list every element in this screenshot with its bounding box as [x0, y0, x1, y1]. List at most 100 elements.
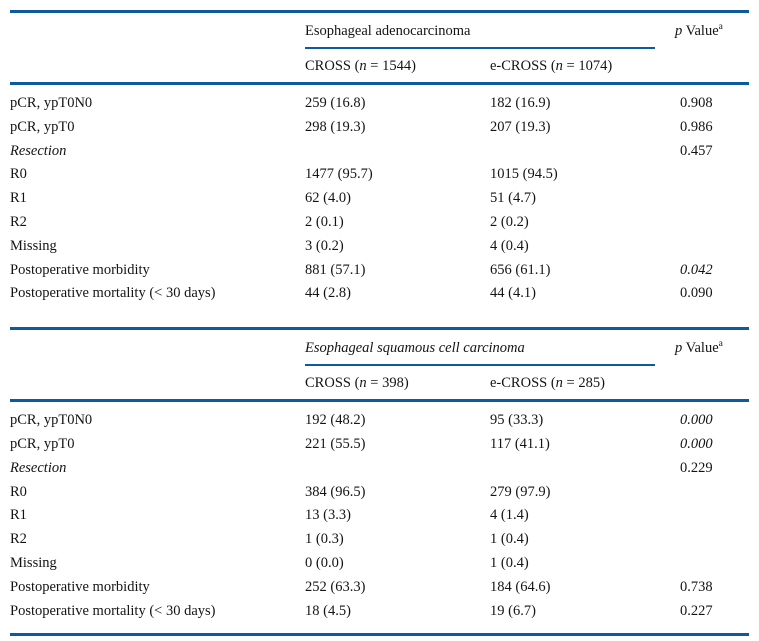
table-row: Postoperative mortality (< 30 days) 18 (4…: [10, 600, 749, 635]
table-row: R2 1 (0.3) 1 (0.4): [10, 528, 749, 552]
p-value: [675, 235, 749, 259]
empty-cell: [675, 366, 750, 403]
cross-value: 2 (0.1): [305, 213, 344, 230]
p-value: 0.986: [680, 118, 713, 135]
table-row: R0 384 (96.5) 279 (97.9): [10, 481, 749, 505]
ecross-value: 4 (0.4): [490, 237, 529, 254]
col-header-text: CROSS (: [305, 375, 360, 392]
empty-cell: [675, 49, 749, 85]
group-header: Esophageal squamous cell carcinoma: [305, 340, 525, 357]
p-value-column-header: p Valuea: [675, 12, 749, 50]
group-header-row: Esophageal squamous cell carcinoma p Val…: [10, 329, 749, 367]
column-header-cross: CROSS (n = 398): [305, 366, 490, 403]
row-label: R1: [10, 190, 27, 207]
row-label: Resection: [10, 459, 67, 476]
col-header-text: = 1544): [366, 58, 416, 74]
col-header-text: = 285): [562, 375, 605, 392]
row-label: Postoperative morbidity: [10, 261, 150, 278]
column-header-row: CROSS (n = 398) e-CROSS (n = 285): [10, 366, 750, 403]
cross-value: 192 (48.2): [305, 412, 366, 429]
group-header: Esophageal adenocarcinoma: [305, 23, 471, 39]
table-header: Esophageal squamous cell carcinoma p Val…: [10, 329, 750, 403]
column-header-ecross: e-CROSS (n = 285): [490, 366, 676, 403]
p-value: 0.000: [680, 412, 713, 429]
cross-value: 259 (16.8): [305, 95, 366, 111]
ecross-value: 1 (0.4): [490, 531, 529, 548]
ecross-value: 2 (0.2): [490, 213, 529, 230]
adenocarcinoma-results-table: Esophageal adenocarcinoma p Valuea CROSS…: [10, 10, 749, 316]
p-symbol: p: [675, 23, 683, 39]
row-label: Missing: [10, 237, 57, 254]
table-row: pCR, ypT0 221 (55.5) 117 (41.1) 0.000: [10, 433, 749, 457]
group-header-cell: Esophageal adenocarcinoma: [305, 12, 675, 49]
ecross-value: [490, 140, 675, 164]
cross-value: 1477 (95.7): [305, 166, 373, 183]
p-value-column-header: p Valuea: [675, 329, 749, 367]
cross-value: 384 (96.5): [305, 483, 366, 500]
cross-value: 1 (0.3): [305, 531, 344, 548]
ecross-value: 207 (19.3): [490, 118, 551, 135]
empty-cell: [10, 329, 305, 367]
cross-value: 44 (2.8): [305, 285, 351, 302]
p-value: [675, 504, 749, 528]
p-value: 0.908: [680, 95, 713, 111]
ecross-value: 4 (1.4): [490, 507, 529, 524]
ecross-value: [490, 457, 675, 481]
table-row: Postoperative morbidity 252 (63.3) 184 (64…: [10, 576, 749, 600]
cross-value: 62 (4.0): [305, 190, 351, 207]
p-value: [675, 163, 749, 187]
p-value: [675, 187, 749, 211]
p-value: 0.457: [680, 142, 713, 159]
table-row: Missing 3 (0.2) 4 (0.4): [10, 235, 749, 259]
cross-value: [305, 457, 490, 481]
empty-cell: [10, 366, 305, 403]
cross-value: 298 (19.3): [305, 118, 366, 135]
col-header-text: CROSS (: [305, 58, 360, 74]
table-row: pCR, ypT0 298 (19.3) 207 (19.3) 0.986: [10, 116, 749, 140]
p-value: 0.229: [680, 459, 713, 476]
column-header-cross: CROSS (n = 1544): [305, 49, 490, 85]
col-header-text: = 398): [366, 375, 409, 392]
cross-value: 18 (4.5): [305, 602, 351, 619]
p-value: 0.227: [680, 602, 713, 619]
ecross-value: 19 (6.7): [490, 602, 536, 619]
row-label: R1: [10, 507, 27, 524]
table-row: Resection 0.457: [10, 140, 749, 164]
col-header-text: = 1074): [562, 58, 613, 74]
p-value: 0.090: [680, 285, 713, 302]
row-label: Postoperative mortality (< 30 days): [10, 285, 216, 302]
ecross-value: 184 (64.6): [490, 578, 551, 595]
ecross-value: 182 (16.9): [490, 95, 551, 111]
ecross-value: 44 (4.1): [490, 285, 536, 302]
table-row: R2 2 (0.1) 2 (0.2): [10, 211, 749, 235]
ecross-value: 1 (0.4): [490, 554, 529, 571]
p-value: [675, 552, 749, 576]
column-header-row: CROSS (n = 1544) e-CROSS (n = 1074): [10, 49, 749, 85]
row-label: R2: [10, 213, 27, 230]
ecross-value: 51 (4.7): [490, 190, 536, 207]
n-symbol: n: [359, 375, 367, 392]
ecross-value: 656 (61.1): [490, 261, 551, 278]
n-symbol: n: [359, 58, 367, 74]
empty-cell: [10, 49, 305, 85]
cross-value: 13 (3.3): [305, 507, 351, 524]
p-symbol: p: [675, 340, 683, 357]
ecross-value: 1015 (94.5): [490, 166, 558, 183]
table-row: Resection 0.229: [10, 457, 749, 481]
cross-value: 881 (57.1): [305, 261, 366, 278]
table-row: Postoperative mortality (< 30 days) 44 (2…: [10, 282, 749, 316]
p-value: [675, 211, 749, 235]
table-header: Esophageal adenocarcinoma p Valuea CROSS…: [10, 12, 749, 85]
row-label: pCR, ypT0N0: [10, 412, 93, 429]
squamous-results-table: Esophageal squamous cell carcinoma p Val…: [10, 327, 750, 637]
table-row: R1 13 (3.3) 4 (1.4): [10, 504, 749, 528]
ecross-value: 95 (33.3): [490, 412, 544, 429]
row-label: R0: [10, 166, 27, 183]
cross-value: 252 (63.3): [305, 578, 366, 595]
cross-value: 3 (0.2): [305, 237, 344, 254]
row-label: R0: [10, 483, 27, 500]
p-value: 0.738: [680, 578, 713, 595]
row-label: Postoperative morbidity: [10, 578, 150, 595]
cross-value: 0 (0.0): [305, 554, 344, 571]
